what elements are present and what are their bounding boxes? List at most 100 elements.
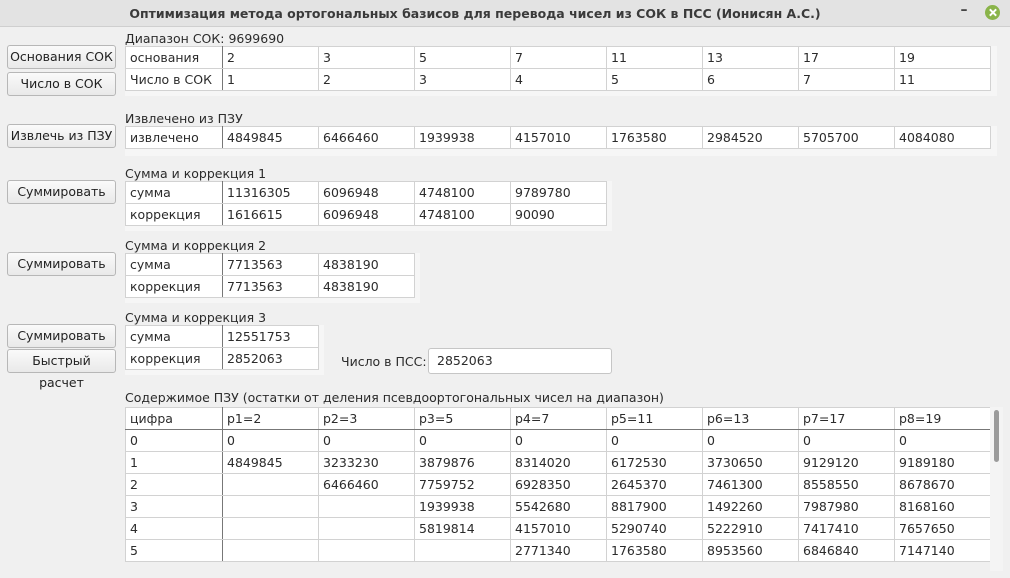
table-cell[interactable]: 11 — [606, 46, 703, 69]
table-cell[interactable]: 8678670 — [894, 473, 991, 496]
table-cell[interactable]: 1763580 — [606, 539, 703, 562]
table-cell[interactable]: 3 — [318, 46, 415, 69]
table-cell[interactable]: 7713563 — [222, 275, 319, 298]
table-cell[interactable]: 2984520 — [702, 126, 799, 149]
result-field[interactable]: 2852063 — [428, 348, 612, 374]
table-cell[interactable]: 6 — [702, 68, 799, 91]
table-cell[interactable]: 5222910 — [702, 517, 799, 540]
sum2-table[interactable]: сумма 7713563 4838190 коррекция 7713563 … — [125, 253, 415, 298]
table-cell[interactable]: 5 — [606, 68, 703, 91]
table-cell[interactable]: 0 — [702, 429, 799, 452]
table-cell[interactable]: 2771340 — [510, 539, 607, 562]
table-cell[interactable]: 3233230 — [318, 451, 415, 474]
close-button[interactable] — [985, 5, 1000, 20]
table-cell[interactable]: 9189180 — [894, 451, 991, 474]
rns-table[interactable]: основания 2 3 5 7 11 13 17 19 Число в СО… — [125, 46, 991, 91]
column-header[interactable]: p3=5 — [414, 407, 511, 430]
column-header[interactable]: p8=19 — [894, 407, 991, 430]
table-cell[interactable]: 3 — [414, 68, 511, 91]
table-cell[interactable]: 90090 — [510, 203, 607, 226]
table-cell[interactable]: 11316305 — [222, 181, 319, 204]
table-cell[interactable]: 6466460 — [318, 473, 415, 496]
table-cell[interactable]: 1939938 — [414, 126, 511, 149]
table-cell[interactable]: 3879876 — [414, 451, 511, 474]
table-cell[interactable]: 7657650 — [894, 517, 991, 540]
table-cell[interactable]: 12551753 — [222, 325, 319, 348]
table-cell[interactable]: 0 — [414, 429, 511, 452]
table-cell[interactable]: 1616615 — [222, 203, 319, 226]
sum3-table[interactable]: сумма 12551753 коррекция 2852063 — [125, 325, 319, 370]
table-cell[interactable]: 4157010 — [510, 517, 607, 540]
table-cell[interactable]: 8817900 — [606, 495, 703, 518]
table-cell[interactable] — [222, 495, 319, 518]
table-cell[interactable]: 7147140 — [894, 539, 991, 562]
table-cell[interactable]: 4084080 — [894, 126, 991, 149]
sum2-button[interactable]: Суммировать — [7, 252, 116, 276]
table-cell[interactable]: 7987980 — [798, 495, 895, 518]
minimize-button[interactable]: – — [960, 2, 968, 18]
table-cell[interactable]: 17 — [798, 46, 895, 69]
table-cell[interactable]: 7 — [798, 68, 895, 91]
table-cell[interactable] — [318, 539, 415, 562]
sum3-button[interactable]: Суммировать — [7, 324, 116, 348]
table-cell[interactable]: 0 — [798, 429, 895, 452]
table-cell[interactable]: 7759752 — [414, 473, 511, 496]
table-cell[interactable]: 5290740 — [606, 517, 703, 540]
table-cell[interactable] — [414, 539, 511, 562]
table-cell[interactable]: 0 — [510, 429, 607, 452]
sum1-table[interactable]: сумма 11316305 6096948 4748100 9789780 к… — [125, 181, 607, 226]
table-cell[interactable]: 8953560 — [702, 539, 799, 562]
table-cell[interactable]: 5705700 — [798, 126, 895, 149]
table-cell[interactable] — [318, 495, 415, 518]
table-cell[interactable]: 7417410 — [798, 517, 895, 540]
fast-calc-button[interactable]: Быстрый расчет — [7, 349, 116, 390]
column-header[interactable]: цифра — [125, 407, 223, 430]
scrollbar-thumb[interactable] — [994, 410, 999, 462]
table-cell[interactable]: 4157010 — [510, 126, 607, 149]
table-cell[interactable]: 5542680 — [510, 495, 607, 518]
column-header[interactable]: p7=17 — [798, 407, 895, 430]
table-cell[interactable]: 2 — [318, 68, 415, 91]
table-cell[interactable]: 8558550 — [798, 473, 895, 496]
table-cell[interactable]: 9129120 — [798, 451, 895, 474]
extract-rom-button[interactable]: Извлечь из ПЗУ — [7, 124, 116, 148]
bases-button[interactable]: Основания СОК — [7, 45, 116, 69]
column-header[interactable]: p6=13 — [702, 407, 799, 430]
column-header[interactable]: p1=2 — [222, 407, 319, 430]
table-cell[interactable]: 4849845 — [222, 126, 319, 149]
rom-table[interactable]: цифра p1=2 p2=3 p3=5 p4=7 p5=11 p6=13 p7… — [125, 407, 991, 562]
column-header[interactable]: p5=11 — [606, 407, 703, 430]
table-cell[interactable]: 2645370 — [606, 473, 703, 496]
table-cell[interactable]: 8314020 — [510, 451, 607, 474]
table-cell[interactable] — [222, 473, 319, 496]
table-cell[interactable]: 13 — [702, 46, 799, 69]
table-cell[interactable]: 6846840 — [798, 539, 895, 562]
table-cell[interactable]: 1492260 — [702, 495, 799, 518]
number-rns-button[interactable]: Число в СОК — [7, 72, 116, 96]
table-cell[interactable]: 6172530 — [606, 451, 703, 474]
table-cell[interactable]: 1763580 — [606, 126, 703, 149]
table-cell[interactable]: 0 — [606, 429, 703, 452]
table-cell[interactable] — [222, 539, 319, 562]
table-cell[interactable] — [318, 517, 415, 540]
table-cell[interactable]: 4849845 — [222, 451, 319, 474]
table-cell[interactable]: 0 — [894, 429, 991, 452]
table-cell[interactable]: 7713563 — [222, 253, 319, 276]
table-cell[interactable]: 11 — [894, 68, 991, 91]
table-cell[interactable]: 4748100 — [414, 203, 511, 226]
table-cell[interactable]: 5819814 — [414, 517, 511, 540]
table-cell[interactable]: 4748100 — [414, 181, 511, 204]
table-cell[interactable]: 0 — [222, 429, 319, 452]
rom-scrollbar[interactable] — [990, 407, 1003, 571]
table-cell[interactable]: 6096948 — [318, 203, 415, 226]
table-cell[interactable]: 9789780 — [510, 181, 607, 204]
table-cell[interactable]: 7461300 — [702, 473, 799, 496]
table-cell[interactable]: 6466460 — [318, 126, 415, 149]
table-cell[interactable]: 0 — [318, 429, 415, 452]
extracted-table[interactable]: извлечено 4849845 6466460 1939938 415701… — [125, 126, 991, 149]
table-cell[interactable]: 5 — [414, 46, 511, 69]
sum1-button[interactable]: Суммировать — [7, 180, 116, 204]
table-cell[interactable]: 3730650 — [702, 451, 799, 474]
table-cell[interactable]: 2 — [222, 46, 319, 69]
table-cell[interactable] — [222, 517, 319, 540]
